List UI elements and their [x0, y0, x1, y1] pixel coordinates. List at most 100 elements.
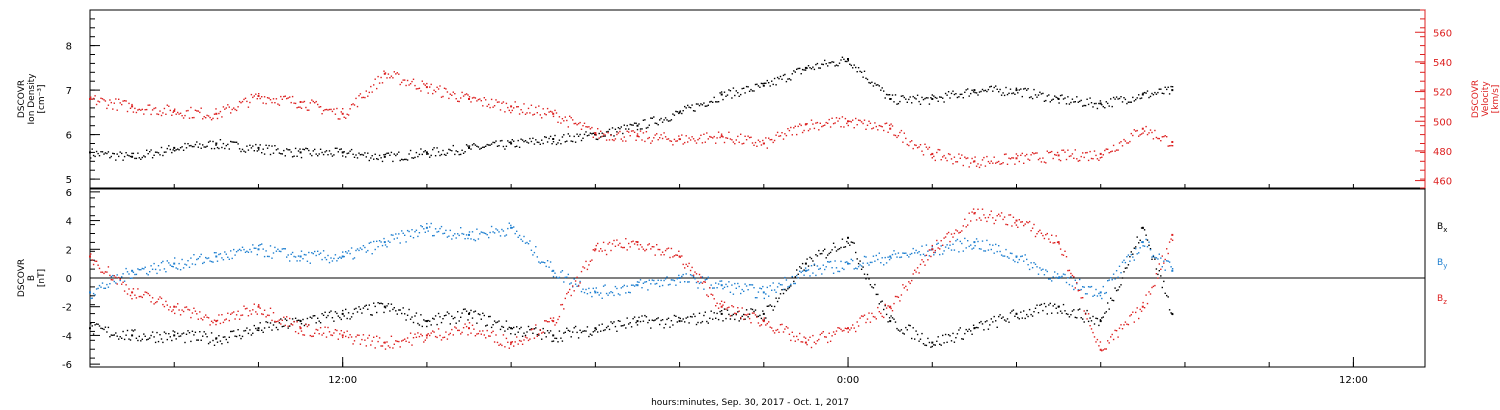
- data-point: [376, 240, 378, 242]
- data-point: [1006, 93, 1009, 96]
- y-tick-label-right: 500: [1433, 117, 1452, 128]
- data-point: [650, 117, 652, 119]
- data-point: [1141, 241, 1144, 244]
- data-point: [210, 320, 213, 322]
- data-point: [376, 87, 378, 90]
- data-point: [1111, 299, 1113, 301]
- data-point: [939, 149, 941, 151]
- data-point: [477, 146, 480, 148]
- data-point: [1043, 100, 1046, 102]
- data-point: [493, 141, 496, 144]
- data-point: [218, 314, 220, 316]
- data-point: [853, 127, 855, 129]
- data-point: [495, 228, 497, 230]
- data-point: [405, 340, 407, 342]
- data-point: [98, 267, 101, 270]
- data-point: [396, 313, 398, 315]
- data-point: [937, 148, 939, 151]
- data-point: [648, 243, 650, 245]
- data-point: [840, 260, 842, 263]
- data-point: [781, 284, 783, 286]
- data-point: [717, 318, 720, 321]
- data-point: [800, 73, 802, 75]
- data-point: [1115, 96, 1118, 98]
- data-point: [850, 121, 852, 123]
- data-point: [552, 115, 555, 118]
- data-point: [779, 75, 782, 78]
- data-point: [756, 316, 758, 318]
- data-point: [804, 269, 807, 272]
- data-point: [1146, 239, 1149, 241]
- data-point: [371, 340, 373, 342]
- data-point: [984, 217, 987, 219]
- data-point: [647, 126, 649, 129]
- data-point: [510, 141, 512, 143]
- data-point: [234, 335, 236, 337]
- data-point: [939, 253, 941, 256]
- data-point: [203, 116, 205, 118]
- data-point: [613, 135, 615, 137]
- data-point: [101, 271, 104, 273]
- data-point: [141, 108, 143, 111]
- data-point: [567, 133, 569, 135]
- data-point: [772, 83, 774, 86]
- data-point: [1096, 158, 1099, 160]
- data-point: [1135, 98, 1137, 101]
- data-point: [411, 316, 413, 318]
- data-point: [763, 319, 765, 321]
- data-point: [1149, 249, 1152, 251]
- data-point: [383, 154, 385, 156]
- data-point: [1046, 95, 1048, 97]
- data-point: [1112, 144, 1115, 147]
- data-point: [860, 71, 863, 73]
- data-point: [765, 324, 767, 326]
- data-point: [1099, 341, 1102, 343]
- data-point: [420, 225, 422, 227]
- data-point: [1126, 256, 1128, 258]
- data-point: [888, 94, 891, 96]
- data-point: [412, 157, 415, 159]
- data-point: [757, 139, 760, 141]
- data-point: [685, 107, 687, 109]
- data-point: [616, 239, 618, 241]
- data-point: [510, 224, 512, 227]
- data-point: [825, 257, 827, 259]
- data-point: [896, 327, 898, 330]
- data-point: [664, 117, 667, 119]
- data-point: [95, 103, 98, 106]
- data-point: [408, 230, 410, 233]
- data-point: [955, 161, 957, 163]
- data-point: [247, 106, 250, 108]
- data-point: [362, 334, 365, 336]
- data-point: [222, 336, 225, 338]
- data-point: [981, 323, 984, 325]
- data-point: [290, 323, 292, 325]
- data-point: [843, 246, 845, 248]
- data-point: [704, 279, 706, 281]
- data-point: [278, 322, 281, 324]
- data-point: [1105, 348, 1107, 350]
- data-point: [1082, 297, 1084, 299]
- data-point: [878, 124, 880, 127]
- data-point: [619, 242, 621, 245]
- data-point: [1127, 323, 1130, 326]
- data-point: [190, 316, 192, 319]
- data-point: [716, 137, 718, 139]
- data-point: [828, 332, 830, 334]
- data-point: [205, 117, 207, 119]
- data-point: [965, 89, 967, 91]
- data-point: [221, 116, 223, 118]
- data-point: [999, 215, 1001, 217]
- data-point: [532, 254, 534, 256]
- data-point: [199, 311, 201, 313]
- data-point: [597, 128, 599, 130]
- data-point: [144, 109, 146, 111]
- data-point: [549, 330, 552, 332]
- data-point: [278, 319, 281, 321]
- data-point: [1166, 136, 1168, 138]
- data-point: [505, 337, 508, 340]
- data-point: [237, 310, 239, 312]
- data-point: [1135, 248, 1137, 250]
- data-point: [132, 271, 135, 273]
- data-point: [154, 107, 157, 109]
